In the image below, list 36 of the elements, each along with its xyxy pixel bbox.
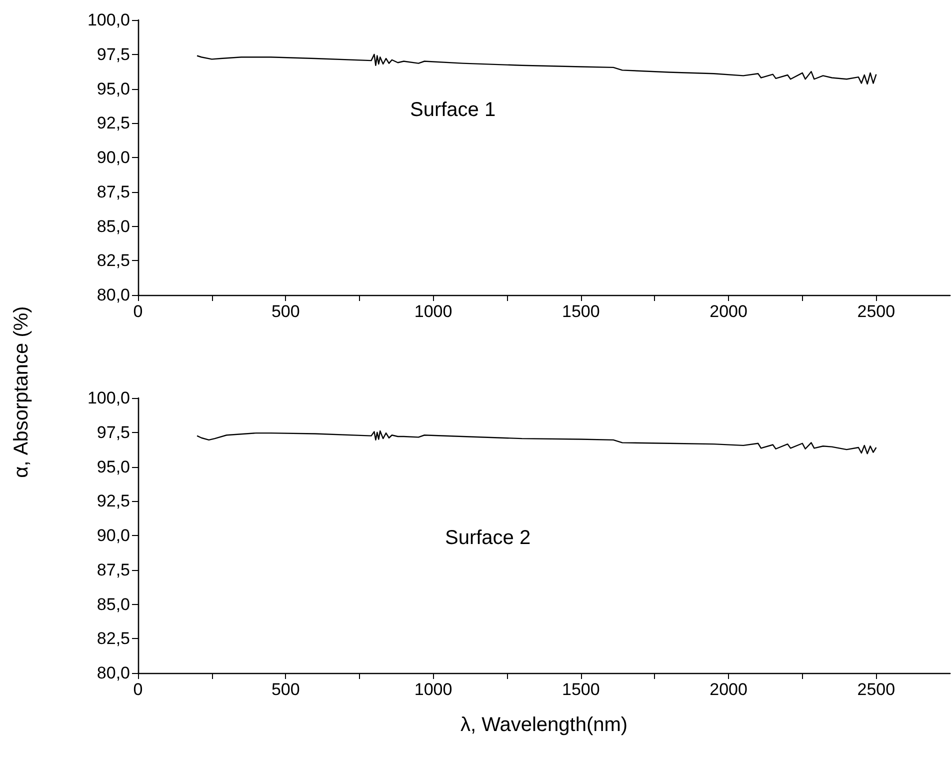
- x-tick-label: 500: [271, 302, 300, 321]
- annotation: Surface 1: [410, 99, 496, 121]
- y-tick-label: 85,0: [96, 216, 130, 236]
- x-tick-label: 1000: [414, 302, 452, 321]
- x-tick-label: 1500: [562, 680, 600, 699]
- y-tick-label: 85,0: [96, 594, 130, 614]
- y-tick-label: 87,5: [96, 182, 130, 202]
- x-tick-label: 2500: [857, 302, 896, 321]
- y-tick-label: 100,0: [87, 10, 130, 30]
- y-axis-title: α, Absorptance (%): [10, 306, 34, 478]
- y-tick-label: 100,0: [87, 388, 130, 408]
- y-tick-label: 92,5: [96, 114, 130, 133]
- y-tick-label: 80,0: [96, 286, 130, 304]
- y-tick-label: 97,5: [96, 44, 130, 64]
- line-series: [196, 54, 877, 85]
- y-tick-label: 95,0: [96, 457, 130, 476]
- y-tick-label: 95,0: [96, 79, 130, 98]
- annotation: Surface 2: [445, 527, 531, 549]
- x-tick-label: 2000: [710, 680, 748, 699]
- x-tick-label: 0: [133, 302, 143, 321]
- line-series: [196, 430, 877, 454]
- x-tick-label: 1500: [562, 302, 600, 321]
- x-tick-label: 1000: [414, 680, 452, 699]
- y-tick-label: 82,5: [96, 251, 130, 270]
- y-tick-label: 87,5: [96, 560, 130, 580]
- y-tick-label: 90,0: [96, 526, 130, 545]
- x-axis-title: λ, Wavelength(nm): [460, 714, 628, 736]
- x-tick-label: 0: [133, 680, 143, 699]
- y-tick-label: 90,0: [96, 148, 130, 167]
- y-tick-label: 92,5: [96, 492, 130, 511]
- y-tick-label: 82,5: [96, 629, 130, 648]
- x-tick-label: 2000: [710, 302, 748, 321]
- x-tick-label: 500: [271, 680, 300, 699]
- x-tick-label: 2500: [857, 680, 896, 699]
- y-tick-label: 97,5: [96, 422, 130, 442]
- y-tick-label: 80,0: [96, 664, 130, 682]
